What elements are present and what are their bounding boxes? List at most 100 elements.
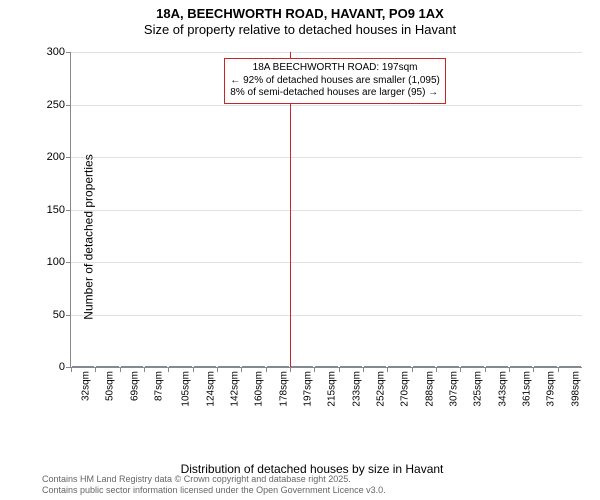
bar — [413, 366, 435, 367]
x-tick-mark — [71, 367, 72, 372]
footer-attribution: Contains HM Land Registry data © Crown c… — [42, 474, 386, 497]
bar-slot — [241, 366, 265, 367]
bar — [169, 366, 191, 367]
bar — [510, 366, 532, 367]
bar-slot — [193, 366, 217, 367]
bar-slot — [339, 366, 363, 367]
x-tick-mark — [314, 367, 315, 372]
bar — [218, 366, 240, 367]
bar-slot — [217, 366, 241, 367]
bar-slot — [412, 366, 436, 367]
bar — [96, 366, 118, 367]
x-tick-mark — [168, 367, 169, 372]
gridline — [71, 210, 582, 211]
annotation-line: ← 92% of detached houses are smaller (1,… — [230, 75, 440, 88]
chart-title-line1: 18A, BEECHWORTH ROAD, HAVANT, PO9 1AX — [0, 6, 600, 21]
x-tick-label: 343sqm — [497, 371, 508, 407]
x-tick-mark — [290, 367, 291, 372]
x-tick-mark — [144, 367, 145, 372]
y-tick-mark — [66, 157, 71, 158]
chart-title-line2: Size of property relative to detached ho… — [0, 22, 600, 37]
bar — [364, 366, 386, 367]
annotation-box: 18A BEECHWORTH ROAD: 197sqm← 92% of deta… — [224, 58, 446, 104]
y-tick-mark — [66, 262, 71, 263]
bar-slot — [436, 366, 460, 367]
y-tick-label: 100 — [47, 256, 65, 268]
plot-region: 05010015020025030032sqm50sqm69sqm87sqm10… — [70, 52, 582, 368]
bar-slot — [558, 366, 582, 367]
bar-highlight — [291, 366, 313, 367]
x-tick-label: 69sqm — [129, 371, 140, 401]
bar — [486, 366, 508, 367]
bar-slot — [533, 366, 557, 367]
bar-slot — [290, 366, 314, 367]
gridline — [71, 52, 582, 53]
bar-slot — [95, 366, 119, 367]
bar — [461, 366, 483, 367]
x-tick-label: 288sqm — [424, 371, 435, 407]
x-tick-mark — [241, 367, 242, 372]
y-tick-mark — [66, 105, 71, 106]
x-tick-label: 379sqm — [546, 371, 557, 407]
bar-slot — [71, 366, 95, 367]
y-tick-mark — [66, 315, 71, 316]
x-tick-label: 124sqm — [205, 371, 216, 407]
x-tick-mark — [412, 367, 413, 372]
bar-slot — [363, 366, 387, 367]
x-tick-mark — [363, 367, 364, 372]
bar-slot — [168, 366, 192, 367]
x-tick-label: 270sqm — [400, 371, 411, 407]
x-tick-label: 160sqm — [254, 371, 265, 407]
y-tick-mark — [66, 210, 71, 211]
bar-slot — [120, 366, 144, 367]
x-tick-label: 398sqm — [570, 371, 581, 407]
bar — [437, 366, 459, 367]
x-tick-mark — [339, 367, 340, 372]
annotation-line: 8% of semi-detached houses are larger (9… — [230, 87, 440, 100]
x-tick-label: 325sqm — [473, 371, 484, 407]
bar-slot — [266, 366, 290, 367]
bar — [121, 366, 143, 367]
gridline — [71, 157, 582, 158]
bar-slot — [485, 366, 509, 367]
y-tick-mark — [66, 52, 71, 53]
x-tick-label: 307sqm — [448, 371, 459, 407]
x-tick-label: 215sqm — [327, 371, 338, 407]
y-tick-label: 250 — [47, 99, 65, 111]
gridline — [71, 105, 582, 106]
bar-slot — [314, 366, 338, 367]
bar — [559, 366, 581, 367]
bar-slot — [387, 366, 411, 367]
footer-line2: Contains public sector information licen… — [42, 485, 386, 496]
bar — [267, 366, 289, 367]
bar — [315, 366, 337, 367]
x-tick-mark — [485, 367, 486, 372]
gridline — [71, 315, 582, 316]
chart-title-block: 18A, BEECHWORTH ROAD, HAVANT, PO9 1AX Si… — [0, 0, 600, 37]
gridline — [71, 262, 582, 263]
x-tick-label: 361sqm — [521, 371, 532, 407]
x-tick-label: 105sqm — [181, 371, 192, 407]
annotation-line: 18A BEECHWORTH ROAD: 197sqm — [230, 62, 440, 75]
x-tick-label: 178sqm — [278, 371, 289, 407]
y-tick-label: 300 — [47, 46, 65, 58]
bar-slot — [460, 366, 484, 367]
bar-slot — [509, 366, 533, 367]
x-tick-label: 32sqm — [81, 371, 92, 401]
x-tick-mark — [436, 367, 437, 372]
x-tick-mark — [460, 367, 461, 372]
bar — [340, 366, 362, 367]
bar — [194, 366, 216, 367]
x-tick-mark — [120, 367, 121, 372]
x-tick-label: 233sqm — [351, 371, 362, 407]
x-tick-mark — [387, 367, 388, 372]
x-tick-mark — [509, 367, 510, 372]
bar — [534, 366, 556, 367]
x-tick-label: 50sqm — [105, 371, 116, 401]
x-tick-mark — [95, 367, 96, 372]
footer-line1: Contains HM Land Registry data © Crown c… — [42, 474, 386, 485]
bar — [145, 366, 167, 367]
bar — [388, 366, 410, 367]
x-tick-label: 142sqm — [229, 371, 240, 407]
x-tick-label: 87sqm — [154, 371, 165, 401]
